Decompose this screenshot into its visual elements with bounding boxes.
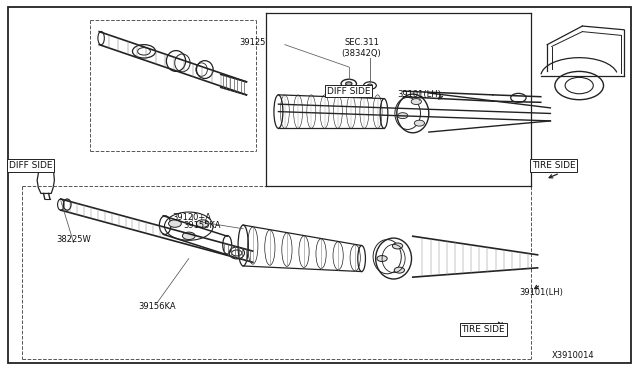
Ellipse shape <box>168 220 181 227</box>
Text: TIRE SIDE: TIRE SIDE <box>532 161 575 170</box>
Circle shape <box>377 256 387 262</box>
Circle shape <box>411 99 421 105</box>
Text: 39155KA: 39155KA <box>183 221 220 230</box>
Text: 39125: 39125 <box>239 38 266 47</box>
Circle shape <box>397 113 408 119</box>
Text: 39120+A: 39120+A <box>173 213 211 222</box>
Text: (38342Q): (38342Q) <box>342 49 381 58</box>
Ellipse shape <box>196 220 209 227</box>
Text: DIFF SIDE: DIFF SIDE <box>327 87 371 96</box>
Text: TIRE SIDE: TIRE SIDE <box>461 325 505 334</box>
Text: 39156KA: 39156KA <box>138 302 175 311</box>
Text: 39101(LH): 39101(LH) <box>519 288 563 296</box>
Circle shape <box>346 82 352 86</box>
Text: X3910014: X3910014 <box>552 351 594 360</box>
Circle shape <box>414 120 424 126</box>
Text: 38225W: 38225W <box>56 235 91 244</box>
Polygon shape <box>37 166 54 193</box>
Circle shape <box>392 243 403 249</box>
Text: 39101(LH): 39101(LH) <box>397 90 441 99</box>
Ellipse shape <box>182 232 195 240</box>
Circle shape <box>394 267 404 273</box>
Circle shape <box>367 84 372 87</box>
Text: SEC.311: SEC.311 <box>344 38 379 47</box>
Text: DIFF SIDE: DIFF SIDE <box>9 161 52 170</box>
